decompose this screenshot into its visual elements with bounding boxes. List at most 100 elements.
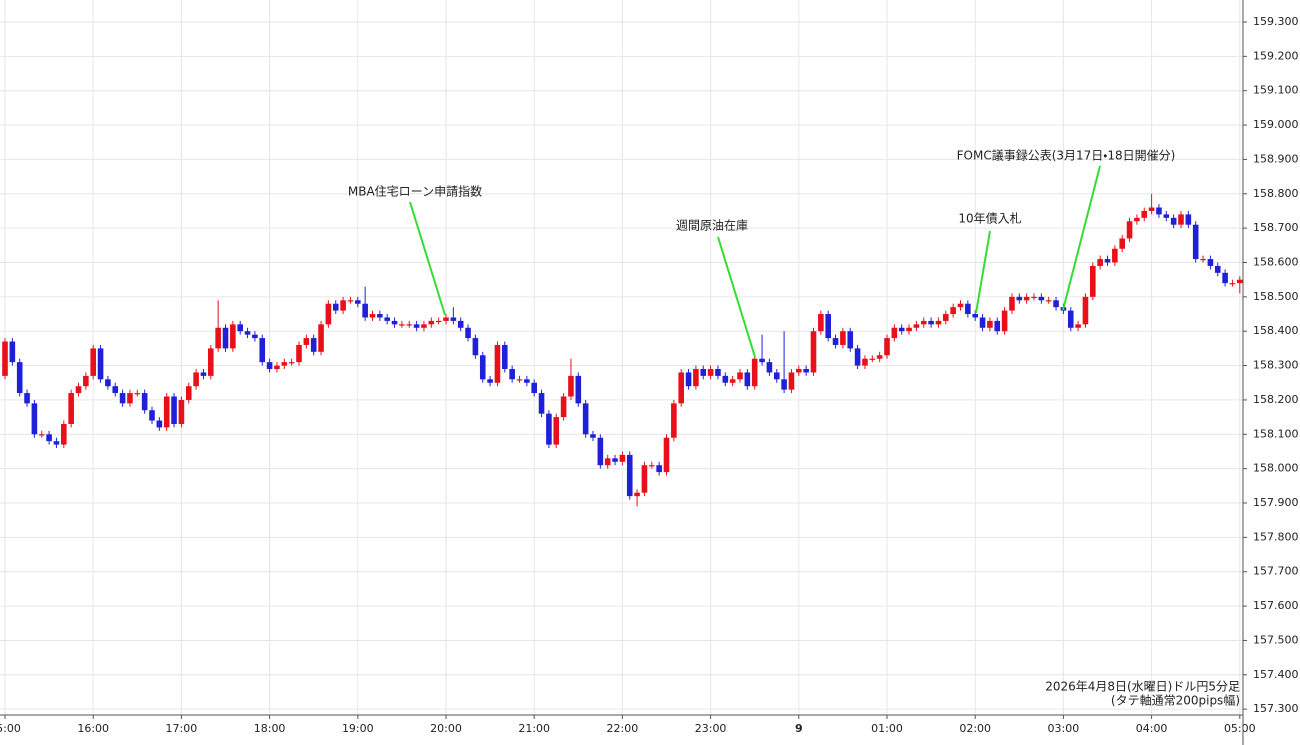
candle-body [1097,259,1103,266]
candle-body [252,334,258,339]
candle-body [487,379,493,383]
x-tick-label: 05:00 [1224,722,1256,735]
candle-body [1178,214,1184,225]
y-tick-label: 157.300 [1253,702,1299,715]
x-tick-label: 9 [795,722,803,735]
candle-body [560,396,567,418]
y-tick-label: 158.400 [1253,324,1299,337]
candle-body [1009,296,1015,311]
candle-body [163,396,170,428]
candle-body [965,303,971,315]
candle-body [369,314,376,318]
candle-body [979,317,986,328]
candle-body [678,372,684,404]
y-tick-label: 158.200 [1253,393,1299,406]
y-tick-label: 157.500 [1253,633,1299,646]
candle-body [1200,259,1206,261]
candle-body [1134,217,1140,222]
candle-body [465,327,471,339]
annotation-pointer [975,230,991,314]
candle-body [75,386,82,394]
candle-body [450,317,457,321]
candle-body [847,331,854,349]
candle-body [134,393,141,395]
candle-body [943,314,949,321]
candle-body [127,393,133,404]
x-tick-label: 22:00 [607,722,639,735]
candle-body [737,372,743,380]
candle-body [391,320,398,325]
candle-body [1170,217,1177,225]
candle-body [1119,238,1125,249]
candle-body [38,434,45,436]
candle-body [178,399,185,424]
candle-body [568,375,574,397]
candle-body [950,307,956,315]
candle-body [1067,310,1074,328]
candle-body [413,324,420,328]
x-tick-label: 23:00 [695,722,727,735]
candle-body [604,458,611,466]
candle-body [1023,296,1030,301]
candle-body [612,458,618,462]
y-tick-label: 157.600 [1253,599,1299,612]
candle-body [222,327,229,349]
candle-body [854,348,861,366]
candle-body [421,324,427,328]
chart-note: 2026年4月8日(水曜日)ドル円5分足 [1045,680,1240,694]
candle-body [61,423,67,445]
candle-body [700,369,707,376]
candle-body [428,320,435,325]
candle-body [1229,283,1236,285]
candle-body [649,465,655,467]
candle-body [141,393,148,411]
y-tick-label: 159.000 [1253,118,1299,131]
candle-body [715,369,721,376]
candle-body [310,338,317,352]
candle-body [9,341,16,363]
candle-body [898,327,905,332]
y-tick-label: 157.700 [1253,565,1299,578]
y-tick-label: 157.400 [1253,668,1299,681]
candle-body [105,379,111,387]
candle-body [759,358,765,363]
candle-body [773,372,780,380]
candle-body [957,303,964,308]
candle-body [913,324,920,328]
candle-body [208,348,214,376]
candle-body [825,314,831,339]
candle-body [31,403,38,435]
y-tick-label: 158.800 [1253,187,1299,200]
x-tick-label: 16:00 [77,722,109,735]
candle-body [781,379,787,390]
candle-body [68,393,74,424]
y-tick-label: 159.300 [1253,15,1299,28]
annotation-pointer [717,236,756,358]
candle-body [362,303,368,318]
candle-body [237,324,243,332]
candle-body [303,338,310,345]
candle-body [435,320,442,323]
candle-body [274,365,280,370]
candle-body [803,369,809,373]
candle-body [1082,296,1089,325]
annotation: MBA住宅ローン申請指数 [348,184,482,199]
candle-body [744,372,751,387]
candle-body [524,379,530,383]
candle-body [193,372,199,387]
candle-body [266,362,273,370]
candle-body [810,331,817,373]
candle-body [355,300,361,304]
candle-body [24,393,30,404]
candle-body [384,317,390,321]
candle-body [119,393,126,404]
candle-body [1090,265,1096,297]
candle-body [832,338,839,345]
candle-body [340,300,346,311]
candle-body [46,434,52,442]
candle-body [318,324,324,352]
candle-body [626,454,633,497]
candle-body [149,410,155,421]
candle-body [590,434,596,438]
x-tick-label: 04:00 [1136,722,1168,735]
